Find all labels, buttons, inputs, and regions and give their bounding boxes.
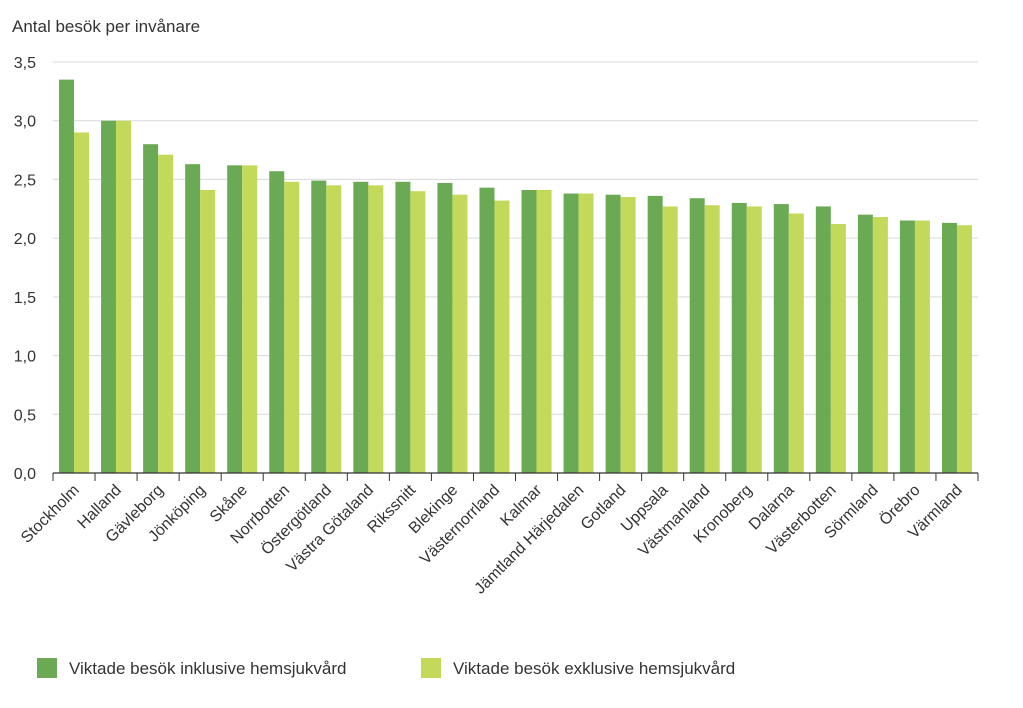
legend-label: Viktade besök inklusive hemsjukvård xyxy=(69,659,347,678)
y-axis-title: Antal besök per invånare xyxy=(12,17,200,36)
bar-series-2 xyxy=(830,224,846,473)
bar-series-2 xyxy=(872,217,888,473)
y-tick-label: 2,5 xyxy=(14,172,36,189)
bar-series-2 xyxy=(326,185,342,474)
y-axis-ticks: 0,0 0,5 1,0 1,5 2,0 2,5 3,0 3,5 xyxy=(14,55,36,483)
bar-series-1 xyxy=(479,187,495,474)
bar-series-1 xyxy=(857,214,873,473)
x-axis xyxy=(52,472,979,481)
x-axis-labels: StockholmHallandGävleborgJönköpingSkåneN… xyxy=(18,481,966,598)
bar-series-2 xyxy=(578,193,594,473)
legend-swatch xyxy=(37,658,57,678)
bar-series-2 xyxy=(368,185,384,474)
bar-series-1 xyxy=(269,171,285,474)
bar-series-1 xyxy=(143,144,159,473)
y-tick-label: 0,5 xyxy=(14,407,36,424)
legend: Viktade besök inklusive hemsjukvård Vikta… xyxy=(37,658,735,678)
bar-series-1 xyxy=(185,164,201,474)
bar-series-2 xyxy=(158,154,174,474)
y-tick-label: 3,5 xyxy=(14,55,36,72)
bar-series-1 xyxy=(227,165,243,473)
bar-series-2 xyxy=(704,205,720,473)
legend-label: Viktade besök exklusive hemsjukvård xyxy=(453,659,735,678)
bar-series-1 xyxy=(101,120,117,473)
bar-series-1 xyxy=(773,204,789,474)
bar-series-2 xyxy=(74,132,90,473)
y-tick-label: 0,0 xyxy=(14,466,36,483)
bar-series-1 xyxy=(941,222,957,473)
bar-series-2 xyxy=(494,200,510,473)
bar-series-2 xyxy=(242,165,258,473)
bar-series-1 xyxy=(899,220,915,473)
bar-series-2 xyxy=(452,194,468,474)
y-tick-label: 3,0 xyxy=(14,114,36,131)
bar-series-1 xyxy=(563,193,579,473)
bar-series-2 xyxy=(956,225,972,473)
bar-series-2 xyxy=(536,189,552,474)
bars xyxy=(59,79,972,474)
bar-series-2 xyxy=(662,206,678,474)
bar-series-2 xyxy=(410,191,426,473)
bar-series-1 xyxy=(311,180,327,474)
bar-series-2 xyxy=(914,220,930,473)
legend-swatch xyxy=(421,658,441,678)
y-tick-label: 1,0 xyxy=(14,349,36,366)
y-tick-label: 2,0 xyxy=(14,231,36,248)
y-tick-label: 1,5 xyxy=(14,290,36,307)
bar-series-1 xyxy=(731,202,747,473)
bar-series-2 xyxy=(788,213,804,474)
bar-series-1 xyxy=(353,181,369,473)
bar-series-2 xyxy=(620,197,636,474)
bar-series-1 xyxy=(647,195,663,473)
bar-series-2 xyxy=(284,181,300,473)
bar-series-2 xyxy=(116,120,132,473)
bar-series-1 xyxy=(521,189,537,474)
bar-series-1 xyxy=(437,182,453,474)
bar-series-1 xyxy=(59,79,75,473)
bar-series-2 xyxy=(746,206,762,474)
bar-series-1 xyxy=(605,194,621,474)
bar-series-1 xyxy=(395,181,411,473)
bar-series-1 xyxy=(815,206,831,474)
bar-series-2 xyxy=(200,189,216,474)
bar-series-1 xyxy=(689,198,705,473)
x-tick-label: Stockholm xyxy=(18,482,83,547)
